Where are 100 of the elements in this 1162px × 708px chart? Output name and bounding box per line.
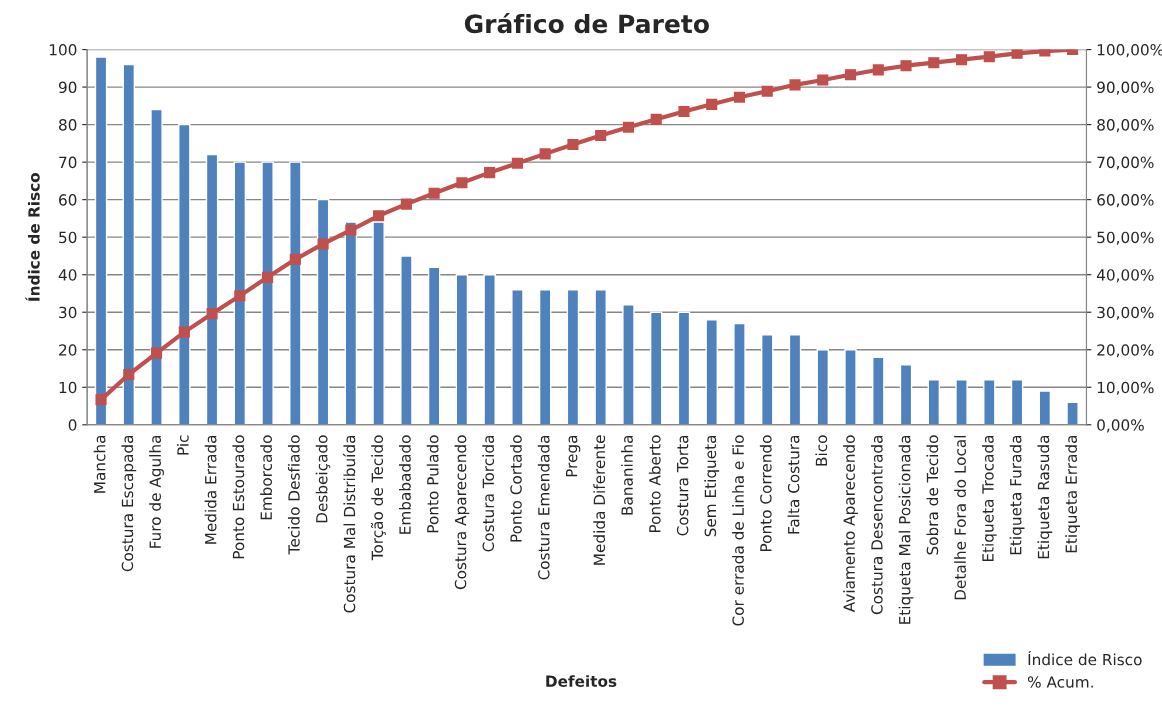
- x-tick-label: Etiqueta Trocada: [981, 435, 997, 562]
- y-tick-label: 50: [59, 231, 77, 244]
- point: [678, 105, 690, 118]
- x-tick-label: Aviamento Aparecendo: [843, 435, 858, 613]
- point: [706, 98, 718, 110]
- bar: [400, 255, 413, 425]
- bar: [483, 274, 496, 425]
- x-tick-label: Pic: [176, 435, 189, 455]
- point: [234, 290, 246, 302]
- x-tick-label: Embabadado: [398, 435, 411, 534]
- point: [206, 308, 218, 320]
- bar: [844, 349, 857, 425]
- bar: [677, 311, 691, 425]
- point: [95, 394, 107, 406]
- x-tick-label: Sem Etiqueta: [704, 435, 720, 537]
- point: [400, 198, 412, 210]
- point: [761, 85, 773, 97]
- y2-tick-label: 0,00%: [1097, 419, 1144, 433]
- point: [123, 368, 135, 381]
- point: [622, 121, 635, 133]
- bar: [927, 379, 941, 425]
- bar: [150, 108, 163, 425]
- y-axis-title: Índice de Risco: [25, 172, 40, 301]
- y2-tick-label: 10,00%: [1097, 381, 1154, 395]
- y2-tick-label: 20,00%: [1097, 344, 1154, 358]
- point: [345, 224, 357, 236]
- point: [983, 51, 995, 63]
- x-tick-label: Tecido Desfiado: [287, 435, 300, 555]
- x-tick-label: Costura Escapada: [121, 435, 137, 572]
- x-tick-label: Ponto Estourado: [232, 435, 245, 559]
- bar: [344, 221, 358, 425]
- y-tick-label: 30: [59, 306, 77, 319]
- y-tick-label: 10: [59, 381, 77, 394]
- point: [511, 157, 523, 169]
- y-tick-label: 40: [58, 269, 77, 281]
- bar: [622, 304, 635, 425]
- x-tick-label: Etiqueta Errada: [1065, 435, 1080, 553]
- x-tick-label: Costura Desencontrada: [870, 435, 883, 615]
- bar: [538, 289, 552, 425]
- bar: [1038, 390, 1052, 425]
- x-tick-label: Desbeiçado: [315, 435, 331, 523]
- bar: [1066, 401, 1079, 425]
- bar: [289, 161, 302, 425]
- point: [373, 210, 385, 222]
- x-tick-label: Costura Mal Distribuída: [342, 435, 356, 613]
- point: [817, 74, 829, 86]
- y-tick-label: 100: [49, 44, 77, 56]
- point: [456, 177, 468, 189]
- point: [428, 187, 440, 199]
- y-tick-label: 70: [59, 156, 77, 169]
- point: [900, 60, 912, 72]
- legend-label: Índice de Risco: [1028, 650, 1142, 666]
- x-tick-label: Ponto Cortado: [510, 435, 522, 542]
- x-tick-label: Medida Diferente: [593, 435, 606, 565]
- bar: [205, 153, 219, 425]
- point: [872, 64, 884, 76]
- x-tick-label: Sobra de Tecido: [926, 435, 939, 555]
- x-axis-title: Defeitos: [546, 675, 617, 687]
- point: [150, 347, 163, 359]
- bar: [733, 322, 746, 425]
- point: [539, 148, 551, 160]
- x-tick-label: Mancha: [93, 435, 106, 493]
- chart-title: Gráfico de Pareto: [464, 12, 709, 34]
- bar: [316, 198, 330, 425]
- bar: [649, 311, 663, 425]
- x-tick-label: Costura Torta: [676, 435, 689, 536]
- x-tick-label: Bananinha: [621, 435, 633, 515]
- bar: [261, 161, 274, 425]
- y-tick-label: 20: [59, 344, 77, 356]
- bar: [705, 319, 718, 425]
- bar: [372, 221, 385, 425]
- x-tick-label: Costura Emendada: [537, 435, 550, 580]
- x-tick-label: Detalhe Fora do Local: [954, 435, 966, 600]
- bar: [899, 364, 913, 425]
- x-tick-label: Prega: [566, 435, 581, 477]
- x-tick-label: Emborcado: [260, 435, 273, 520]
- bar: [178, 123, 191, 425]
- x-tick-label: Costura Torcida: [482, 435, 495, 552]
- y2-tick-label: 50,00%: [1097, 231, 1154, 245]
- x-tick-label: Costura Aparecendo: [454, 435, 470, 590]
- point: [955, 54, 968, 66]
- bar: [788, 334, 802, 425]
- bar: [94, 56, 108, 425]
- point: [317, 238, 329, 250]
- x-tick-label: Furo de Agulha: [149, 435, 164, 548]
- x-tick-label: Ponto Correndo: [759, 435, 772, 551]
- bar: [872, 356, 885, 425]
- point: [844, 69, 857, 81]
- point: [789, 79, 801, 91]
- point: [178, 326, 190, 338]
- bar: [233, 161, 247, 425]
- y2-tick-label: 70,00%: [1097, 156, 1154, 170]
- y-tick-label: 60: [59, 194, 77, 206]
- point: [733, 91, 746, 103]
- x-tick-label: Torção de Tecido: [370, 435, 386, 561]
- y2-tick-label: 30,00%: [1097, 306, 1154, 320]
- point: [289, 253, 301, 265]
- legend-label: % Acum.: [1027, 676, 1093, 688]
- y-tick-label: 80: [59, 119, 77, 131]
- bar: [816, 349, 830, 425]
